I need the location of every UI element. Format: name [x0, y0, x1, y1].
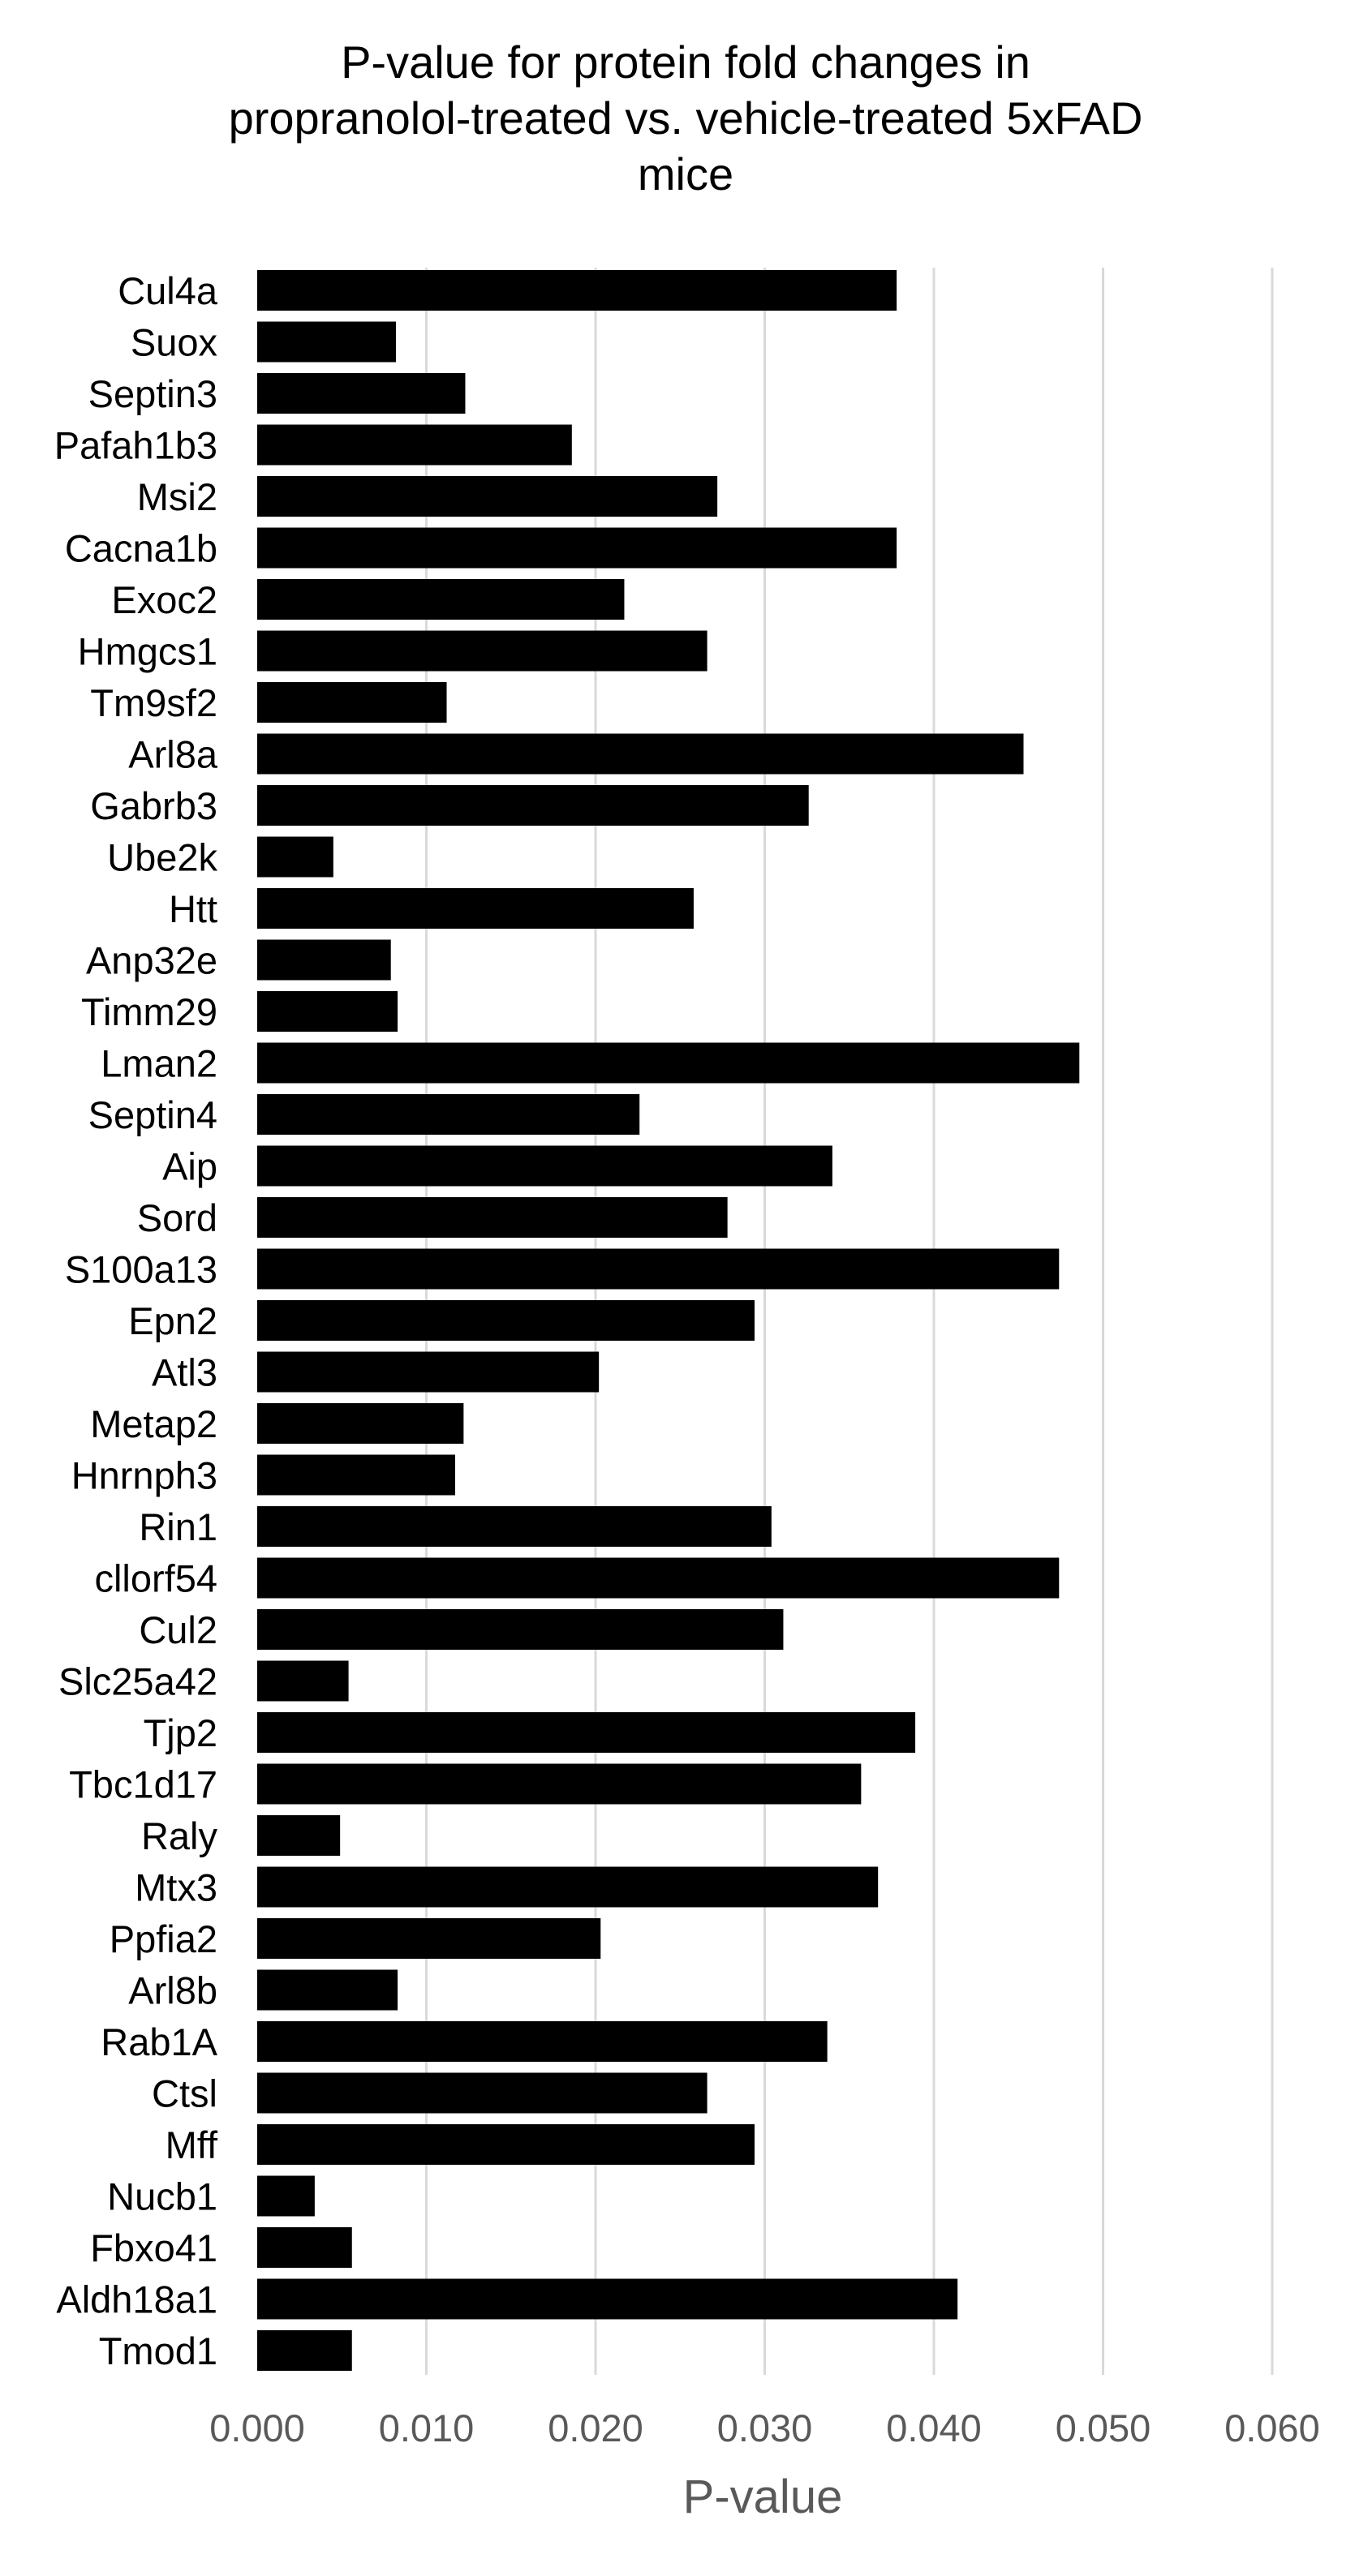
category-label: Msi2	[137, 475, 217, 518]
bar	[257, 2124, 755, 2165]
bar	[257, 1197, 728, 1238]
bar	[257, 1660, 349, 1702]
chart-title-line-3: mice	[638, 148, 733, 200]
category-label: Hmgcs1	[78, 630, 217, 673]
x-tick-label: 0.000	[209, 2406, 305, 2449]
bar	[257, 1145, 832, 1187]
x-axis-title: P-value	[683, 2471, 843, 2523]
category-label: Nucb1	[107, 2175, 217, 2218]
bar	[257, 2227, 352, 2268]
bar	[257, 373, 466, 414]
bar	[257, 2072, 708, 2114]
x-tick-label: 0.040	[886, 2406, 982, 2449]
bar	[257, 1918, 601, 1959]
category-label: Septin3	[88, 372, 217, 415]
x-tick-labels: 0.000 0.010 0.020 0.030 0.040 0.050 0.060	[209, 2406, 1320, 2449]
bar	[257, 1351, 600, 1393]
bar	[257, 1609, 784, 1650]
category-label: Mff	[166, 2123, 218, 2166]
category-label: Anp32e	[86, 939, 217, 982]
category-label: Sord	[137, 1196, 217, 1239]
category-label: Aldh18a1	[56, 2278, 217, 2321]
category-label: Cul2	[139, 1608, 217, 1651]
category-label: Slc25a42	[58, 1660, 217, 1703]
bar	[257, 1506, 772, 1547]
category-label: Gabrb3	[90, 784, 217, 827]
bar	[257, 1969, 398, 2011]
category-label: Ctsl	[152, 2072, 217, 2115]
category-label: Cul4a	[118, 269, 218, 312]
bar	[257, 424, 572, 466]
category-label: Aip	[162, 1145, 217, 1188]
bar	[257, 527, 897, 569]
chart-title-line-2: propranolol-treated vs. vehicle-treated …	[229, 92, 1143, 144]
category-label: Septin4	[88, 1093, 217, 1136]
category-label: Rab1A	[101, 2020, 217, 2063]
bar	[257, 888, 694, 929]
category-label: cllorf54	[94, 1557, 217, 1600]
bar	[257, 2278, 958, 2320]
category-label: Pafah1b3	[54, 424, 217, 467]
category-label: Suox	[131, 321, 217, 364]
bar	[257, 270, 897, 311]
bar	[257, 1815, 341, 1856]
category-label: Lman2	[101, 1042, 217, 1085]
x-tick-label: 0.060	[1224, 2406, 1320, 2449]
chart-title-line-1: P-value for protein fold changes in	[341, 36, 1030, 88]
bar	[257, 579, 625, 620]
bar	[257, 1094, 640, 1135]
bar	[257, 1248, 1060, 1290]
category-label: Metap2	[90, 1402, 217, 1445]
bars	[257, 270, 1080, 2371]
category-label: Tmod1	[99, 2329, 217, 2372]
bar	[257, 1403, 464, 1444]
category-label: Arl8a	[128, 733, 218, 776]
bar	[257, 2021, 828, 2062]
bar	[257, 1557, 1060, 1599]
category-label: Tm9sf2	[90, 681, 217, 724]
category-label: Arl8b	[128, 1969, 217, 2012]
bar	[257, 991, 398, 1032]
category-label: Exoc2	[111, 578, 217, 621]
bar	[257, 785, 809, 826]
category-label: Rin1	[139, 1505, 217, 1548]
category-label: Raly	[141, 1814, 218, 1857]
bar	[257, 321, 396, 363]
x-tick-label: 0.050	[1056, 2406, 1151, 2449]
category-label: Ube2k	[107, 836, 217, 879]
bar	[257, 2175, 315, 2217]
category-label: Epn2	[128, 1299, 217, 1342]
category-label: Ppfia2	[110, 1917, 217, 1960]
category-label: S100a13	[65, 1248, 217, 1291]
bar	[257, 2330, 352, 2371]
bar	[257, 836, 333, 878]
bar	[257, 1300, 755, 1341]
category-label: Fbxo41	[90, 2226, 217, 2269]
bar	[257, 1712, 916, 1753]
bar	[257, 682, 447, 723]
bar	[257, 733, 1024, 775]
category-label: Timm29	[81, 990, 217, 1033]
bar	[257, 1042, 1080, 1084]
bar	[257, 630, 708, 672]
x-tick-label: 0.030	[717, 2406, 813, 2449]
bar	[257, 1454, 455, 1496]
bar	[257, 1763, 862, 1805]
category-label: Hnrnph3	[71, 1454, 217, 1497]
category-label: Tjp2	[144, 1711, 217, 1754]
bar	[257, 1866, 879, 1908]
x-tick-label: 0.020	[548, 2406, 643, 2449]
chart-title: P-value for protein fold changes in prop…	[229, 36, 1143, 200]
category-labels: Cul4a Suox Septin3 Pafah1b3 Msi2 Cacna1b Exoc2…	[54, 269, 218, 2372]
category-label: Mtx3	[135, 1866, 217, 1909]
category-label: Atl3	[152, 1351, 217, 1394]
category-label: Htt	[169, 887, 217, 930]
bar	[257, 939, 391, 981]
x-tick-label: 0.010	[379, 2406, 475, 2449]
bar	[257, 476, 718, 517]
category-label: Tbc1d17	[69, 1763, 217, 1806]
category-label: Cacna1b	[65, 527, 217, 570]
